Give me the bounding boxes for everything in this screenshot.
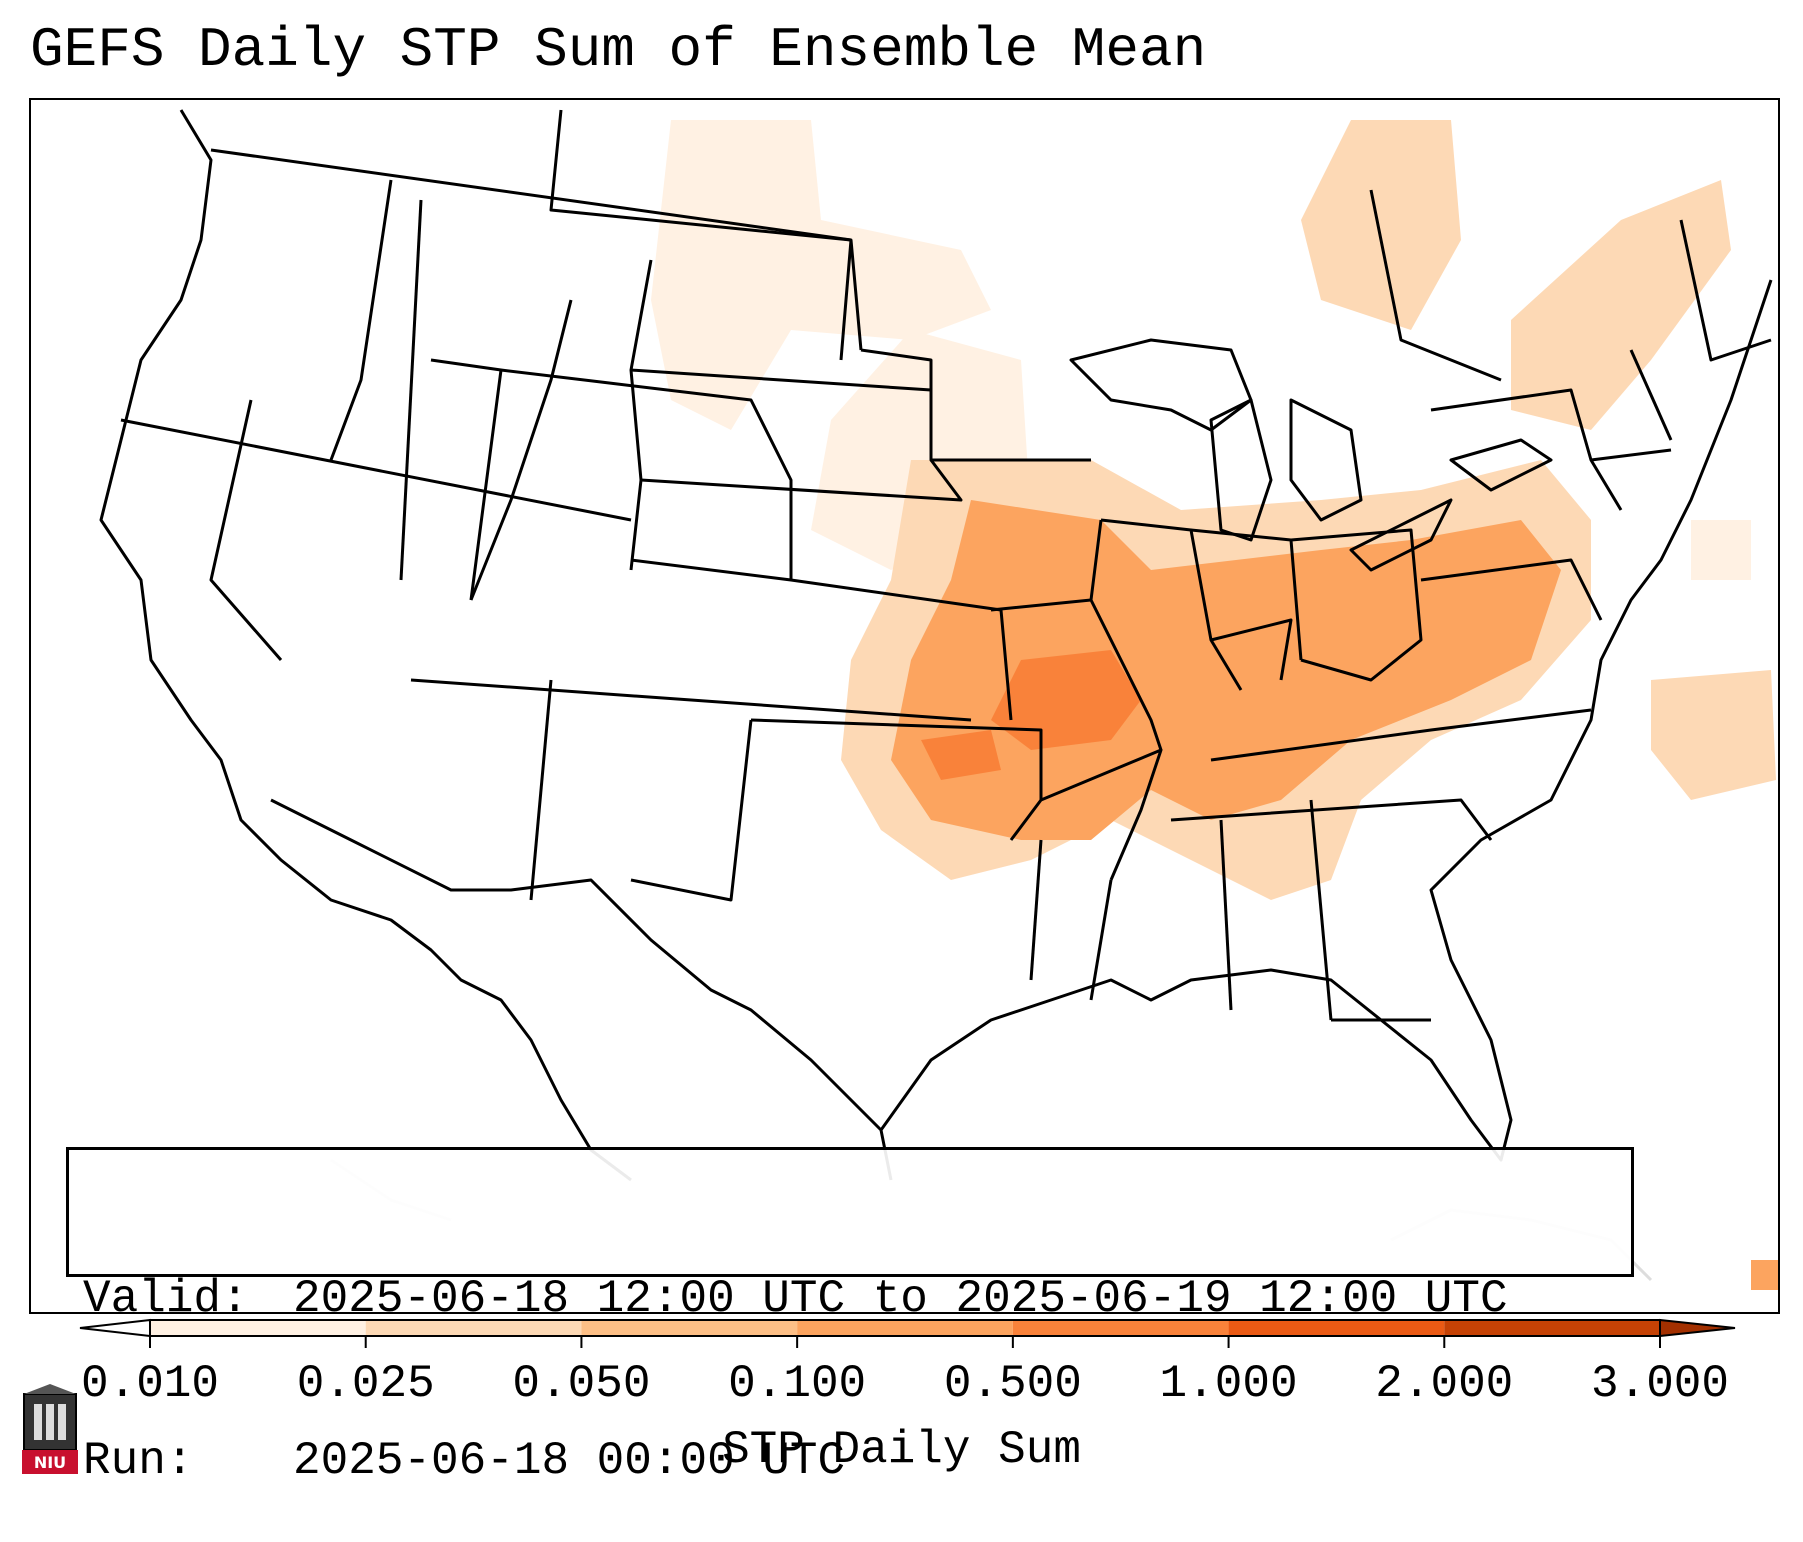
colorbar-extend-low bbox=[79, 1318, 151, 1338]
shade-atlantic-2 bbox=[1651, 670, 1776, 800]
map-canvas bbox=[99, 109, 1778, 1290]
colorbar-tick-label: 0.500 bbox=[943, 1358, 1082, 1410]
validity-box: Valid: 2025-06-18 12:00 UTC to 2025-06-19… bbox=[66, 1147, 1634, 1487]
niu-logo-icon: NIU bbox=[22, 1384, 78, 1474]
stp-shading bbox=[651, 120, 1778, 1290]
colorbar-segment bbox=[581, 1320, 798, 1336]
colorbar-segment bbox=[365, 1320, 582, 1336]
colorbar-segment bbox=[797, 1320, 1013, 1336]
colorbar-label: STP Daily Sum bbox=[722, 1424, 1081, 1476]
colorbar-segment bbox=[150, 1320, 366, 1336]
colorbar-tick-label: 0.050 bbox=[512, 1358, 651, 1410]
colorbar-tick-label: 0.025 bbox=[296, 1358, 435, 1410]
colorbar-segment bbox=[1228, 1320, 1445, 1336]
valid-key: Valid: bbox=[83, 1273, 249, 1325]
state-outlines bbox=[99, 109, 1773, 1182]
colorbar-extend-high bbox=[1659, 1318, 1736, 1338]
run-key: Run: bbox=[83, 1435, 194, 1487]
logo-text: NIU bbox=[34, 1453, 66, 1472]
colorbar-tick-label: 0.100 bbox=[728, 1358, 867, 1410]
map-panel bbox=[29, 98, 1780, 1314]
colorbar-tick-label: 2.000 bbox=[1375, 1358, 1514, 1410]
colorbar-border bbox=[149, 1319, 1661, 1337]
shade-atlantic-1 bbox=[1691, 520, 1751, 580]
shade-quebec bbox=[1301, 120, 1461, 330]
valid-value: 2025-06-18 12:00 UTC to 2025-06-19 12:00… bbox=[293, 1273, 1508, 1325]
shade-northern-plains bbox=[651, 120, 991, 430]
colorbar-tick-label: 0.010 bbox=[80, 1358, 220, 1410]
run-value: 2025-06-18 00:00 UTC bbox=[293, 1435, 846, 1487]
shade-central-mid bbox=[891, 500, 1561, 840]
shade-missouri-core bbox=[991, 650, 1141, 750]
map-title: GEFS Daily STP Sum of Ensemble Mean bbox=[30, 18, 1207, 82]
colorbar bbox=[79, 1318, 1736, 1348]
colorbar-segment bbox=[1012, 1320, 1229, 1336]
colorbar-tick-label: 3.000 bbox=[1590, 1358, 1730, 1410]
shade-caribbean bbox=[1751, 1260, 1778, 1290]
shade-northeast bbox=[1511, 180, 1731, 430]
colorbar-tick-label: 1.000 bbox=[1159, 1358, 1298, 1410]
colorbar-segment bbox=[1444, 1320, 1660, 1336]
shade-oklahoma-core bbox=[921, 730, 1001, 780]
